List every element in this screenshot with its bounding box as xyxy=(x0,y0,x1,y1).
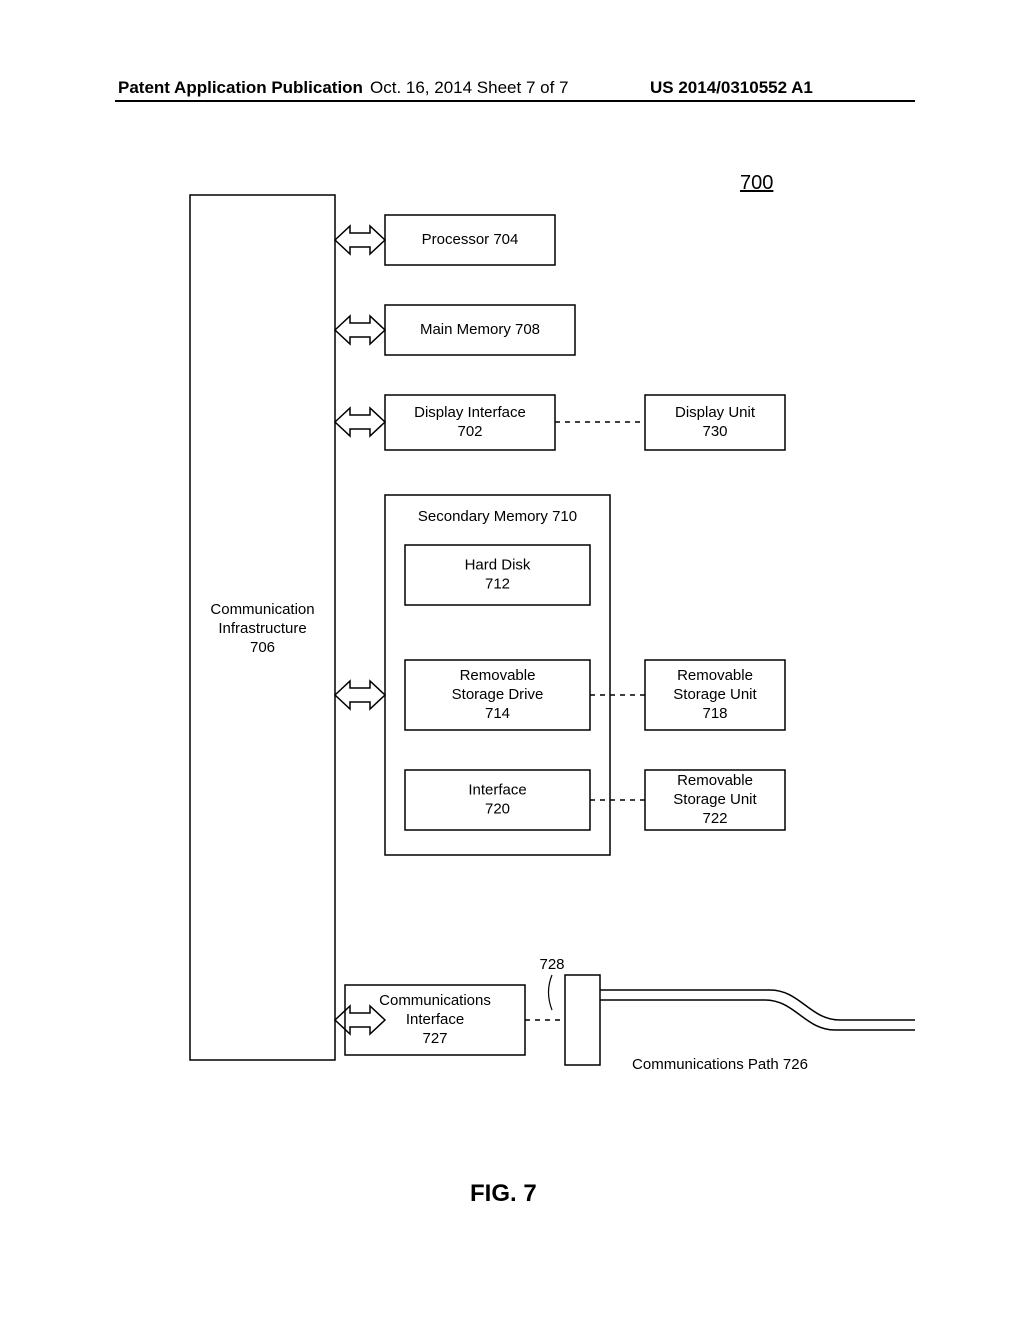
page: Patent Application Publication Oct. 16, … xyxy=(0,0,1024,1320)
bus-arrow-icon xyxy=(335,316,385,344)
communication-infrastructure-label: Infrastructure xyxy=(218,620,306,637)
removable-storage-unit-722-label: Removable xyxy=(677,772,753,789)
communications-path-line xyxy=(600,990,915,1020)
processor-label: Processor 704 xyxy=(422,231,519,248)
interface-720-label: 720 xyxy=(485,800,510,817)
communications-path-line xyxy=(600,1000,915,1030)
communications-interface-label: 727 xyxy=(422,1030,447,1047)
removable-storage-drive-label: Removable xyxy=(460,667,536,684)
main-memory-label: Main Memory 708 xyxy=(420,321,540,338)
communication-infrastructure-label: 706 xyxy=(250,639,275,656)
removable-storage-unit-718-label: Removable xyxy=(677,667,753,684)
communication-infrastructure-label: Communication xyxy=(210,601,314,618)
figure-caption: FIG. 7 xyxy=(470,1180,537,1208)
hard-disk-label: Hard Disk xyxy=(465,556,531,573)
display-interface-label: 702 xyxy=(457,423,482,440)
hard-disk-label: 712 xyxy=(485,575,510,592)
removable-storage-drive-label: Storage Drive xyxy=(452,686,544,703)
leader-728 xyxy=(549,975,553,1010)
removable-storage-unit-718-label: Storage Unit xyxy=(673,686,757,703)
bus-arrow-icon xyxy=(335,408,385,436)
display-unit-label: 730 xyxy=(702,423,727,440)
removable-storage-unit-718-label: 718 xyxy=(702,705,727,722)
system-diagram: Communication Infrastructure 706 Processor … xyxy=(0,0,1024,1320)
communications-path-label: Communications Path 726 xyxy=(632,1056,808,1073)
display-unit-label: Display Unit xyxy=(675,404,756,421)
bus-arrow-icon xyxy=(335,681,385,709)
removable-storage-unit-722-label: Storage Unit xyxy=(673,791,757,808)
label-728: 728 xyxy=(539,956,564,973)
bus-arrow-icon xyxy=(335,226,385,254)
secondary-memory-label: Secondary Memory 710 xyxy=(418,508,577,525)
communications-interface-label: Communications xyxy=(379,992,491,1009)
communications-interface-label: Interface xyxy=(406,1011,464,1028)
removable-storage-unit-722-label: 722 xyxy=(702,810,727,827)
removable-storage-drive-label: 714 xyxy=(485,705,510,722)
communications-port-box xyxy=(565,975,600,1065)
interface-720-label: Interface xyxy=(468,781,526,798)
bus-arrow-icon xyxy=(335,1006,385,1034)
display-interface-label: Display Interface xyxy=(414,404,526,421)
